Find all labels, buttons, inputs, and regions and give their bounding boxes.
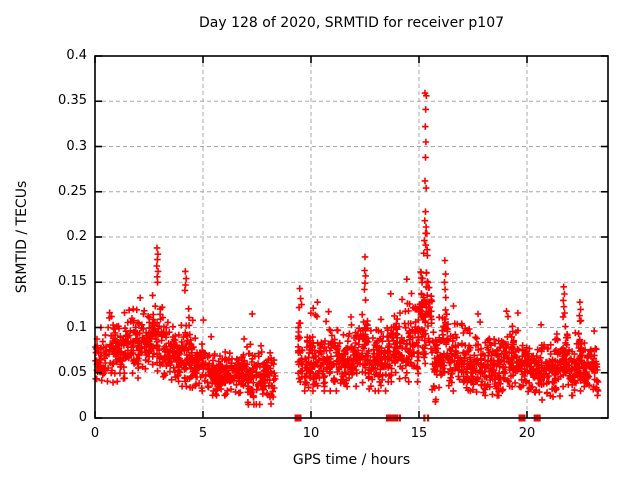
- y-tick-label: 0.1: [66, 319, 87, 335]
- x-tick-label: 15: [410, 426, 428, 441]
- axis-ticks: [94, 55, 608, 419]
- y-tick-label: 0: [78, 410, 87, 425]
- y-tick-label: 0.25: [58, 183, 87, 199]
- y-tick-label: 0.2: [66, 229, 87, 244]
- y-axis-label: SRMTID / TECUs: [14, 180, 30, 294]
- x-tick-label: 10: [302, 426, 320, 441]
- x-tick-label: 20: [518, 426, 536, 441]
- x-tick-label: 5: [198, 426, 208, 441]
- plot-frame: [94, 55, 609, 419]
- chart-title: Day 128 of 2020, SRMTID for receiver p10…: [198, 15, 505, 31]
- x-tick-label: 0: [90, 426, 100, 441]
- y-tick-label: 0.05: [58, 364, 87, 380]
- y-tick-label: 0.15: [58, 274, 87, 290]
- y-tick-label: 0.35: [58, 93, 87, 109]
- data-points: [92, 89, 602, 408]
- x-axis-label: GPS time / hours: [292, 452, 411, 468]
- y-tick-label: 0.3: [66, 138, 87, 154]
- y-tick-label: 0.4: [66, 48, 87, 63]
